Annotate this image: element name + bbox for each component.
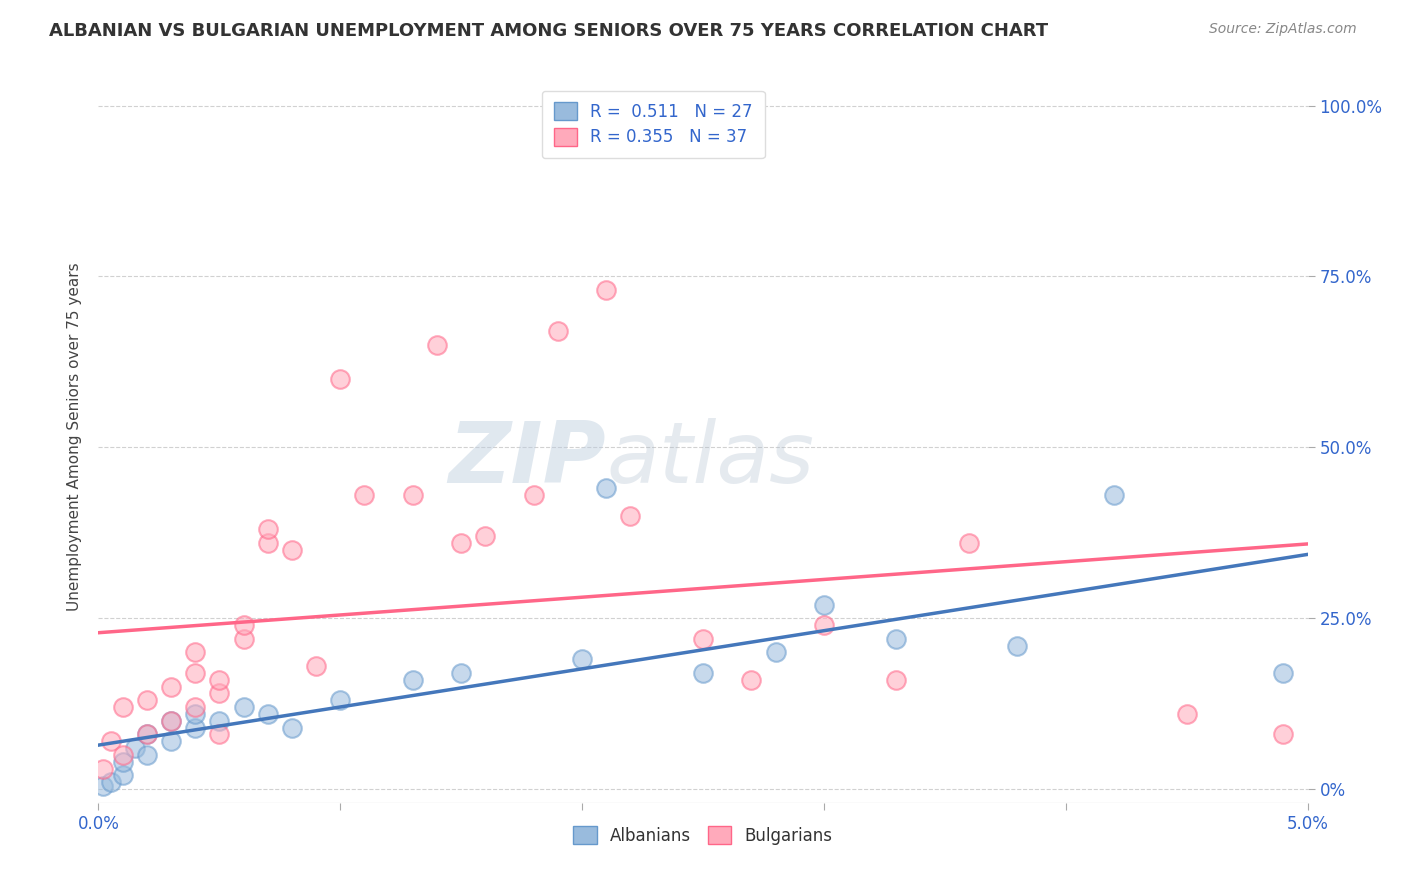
Point [232, 618, 254, 632]
Point [281, 721, 304, 735]
Point [184, 645, 207, 659]
Point [886, 632, 908, 646]
Point [135, 727, 157, 741]
Point [692, 632, 714, 646]
Point [329, 693, 352, 707]
Point [256, 522, 278, 536]
Y-axis label: Unemployment Among Seniors over 75 years: Unemployment Among Seniors over 75 years [67, 263, 83, 611]
Point [135, 693, 157, 707]
Point [474, 529, 496, 543]
Point [184, 665, 207, 680]
Point [353, 488, 375, 502]
Point [595, 481, 617, 495]
Text: ZIP: ZIP [449, 417, 606, 500]
Point [402, 488, 425, 502]
Point [1102, 488, 1125, 502]
Point [305, 659, 328, 673]
Point [135, 727, 157, 741]
Point [160, 680, 183, 694]
Point [100, 775, 122, 789]
Point [1272, 665, 1295, 680]
Point [957, 536, 980, 550]
Point [571, 652, 593, 666]
Point [523, 488, 546, 502]
Point [1007, 639, 1029, 653]
Point [124, 741, 146, 756]
Point [111, 755, 134, 769]
Text: Source: ZipAtlas.com: Source: ZipAtlas.com [1209, 22, 1357, 37]
Point [402, 673, 425, 687]
Text: ALBANIAN VS BULGARIAN UNEMPLOYMENT AMONG SENIORS OVER 75 YEARS CORRELATION CHART: ALBANIAN VS BULGARIAN UNEMPLOYMENT AMONG… [49, 22, 1049, 40]
Point [256, 536, 278, 550]
Point [91, 779, 114, 793]
Point [111, 700, 134, 714]
Point [232, 632, 254, 646]
Point [740, 673, 762, 687]
Point [208, 673, 231, 687]
Point [1175, 706, 1198, 721]
Point [184, 706, 207, 721]
Point [329, 372, 352, 386]
Point [160, 714, 183, 728]
Point [91, 762, 114, 776]
Point [184, 700, 207, 714]
Point [111, 768, 134, 782]
Point [184, 721, 207, 735]
Point [160, 734, 183, 748]
Point [450, 665, 472, 680]
Point [547, 324, 569, 338]
Legend: Albanians, Bulgarians: Albanians, Bulgarians [565, 818, 841, 853]
Text: atlas: atlas [606, 417, 814, 500]
Point [232, 700, 254, 714]
Point [111, 747, 134, 762]
Point [160, 714, 183, 728]
Point [208, 686, 231, 700]
Point [450, 536, 472, 550]
Point [281, 542, 304, 557]
Point [595, 283, 617, 297]
Point [619, 508, 641, 523]
Point [1272, 727, 1295, 741]
Point [813, 598, 835, 612]
Point [886, 673, 908, 687]
Point [135, 747, 157, 762]
Point [256, 706, 278, 721]
Point [208, 714, 231, 728]
Point [426, 338, 449, 352]
Point [765, 645, 787, 659]
Point [813, 618, 835, 632]
Point [692, 665, 714, 680]
Point [100, 734, 122, 748]
Point [208, 727, 231, 741]
